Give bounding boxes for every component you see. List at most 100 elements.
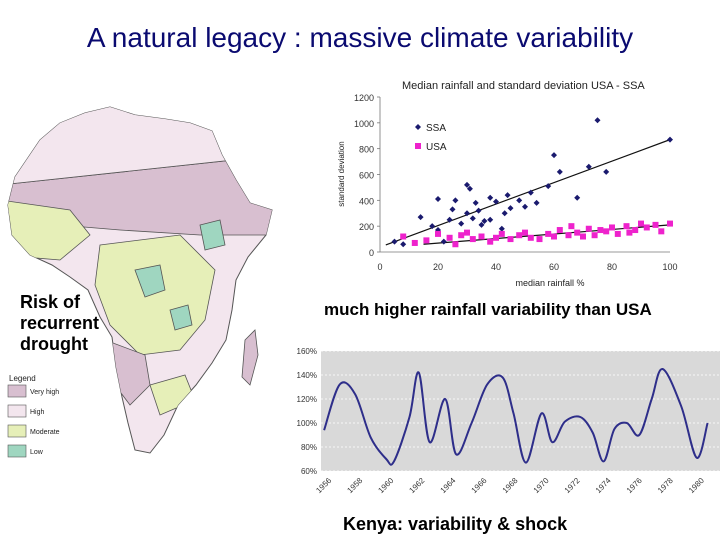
line-chart-caption: Kenya: variability & shock xyxy=(343,514,568,534)
usa-point-7 xyxy=(464,229,470,236)
usa-point-16 xyxy=(527,234,534,241)
scatter-chart-svg: Median rainfall and standard deviation U… xyxy=(337,80,678,288)
usa-point-1 xyxy=(411,239,418,246)
usa-point-17 xyxy=(536,236,543,243)
usa-point-25 xyxy=(585,225,592,232)
usa-point-21 xyxy=(565,232,572,239)
legend-marker-ssa xyxy=(415,124,421,130)
ssa-point-4 xyxy=(435,196,441,203)
ssa-point-2 xyxy=(417,214,424,221)
usa-point-31 xyxy=(623,223,630,230)
usa-point-8 xyxy=(469,236,476,243)
ssa-point-19 xyxy=(487,194,494,201)
usa-point-10 xyxy=(487,238,494,245)
legend-item-moderate: Moderate xyxy=(7,424,60,438)
legend-label-moderate: Moderate xyxy=(30,429,60,436)
africa-map-svg: Legend Very high High Moderate Low xyxy=(7,106,273,458)
usa-point-34 xyxy=(638,220,644,227)
x-tick-label-8: 1972 xyxy=(563,476,582,495)
usa-point-6 xyxy=(458,232,465,239)
scatter-title: Median rainfall and standard deviation U… xyxy=(402,80,645,92)
ssa-point-27 xyxy=(522,203,528,210)
x-tick-label-5: 1966 xyxy=(470,476,489,495)
legend-marker-usa xyxy=(415,143,421,149)
y-tick-label-4: 800 xyxy=(359,145,374,155)
usa-point-9 xyxy=(478,233,485,240)
legend-item-high: High xyxy=(7,404,45,418)
ssa-point-8 xyxy=(449,206,456,213)
usa-point-0 xyxy=(400,233,407,240)
legend-swatch-low xyxy=(7,444,27,458)
legend-label-high: High xyxy=(30,409,45,416)
line-chart-svg: 60% 80% 100% 120% 140% 160% 1956 1958 1960 1962 19… xyxy=(297,347,720,495)
zone-low-1 xyxy=(134,264,166,298)
legend-label-usa: USA xyxy=(426,142,447,153)
legend-swatch-moderate xyxy=(7,424,27,438)
ssa-point-31 xyxy=(551,152,557,159)
ssa-point-13 xyxy=(466,185,473,192)
usa-point-5 xyxy=(452,241,459,248)
legend-swatch-very-high xyxy=(7,384,27,398)
x-axis-label: median rainfall % xyxy=(515,278,584,288)
scatter-chart: Median rainfall and standard deviation U… xyxy=(330,72,710,300)
legend-label-very-high: Very high xyxy=(30,389,59,396)
y-tick-label-4: 140% xyxy=(297,371,317,380)
x-tick-label-12: 1980 xyxy=(687,476,706,495)
ssa-point-22 xyxy=(498,225,505,232)
kenya-line-chart: 60% 80% 100% 120% 140% 160% 1956 1958 1960 1962 19… xyxy=(285,343,720,513)
usa-point-11 xyxy=(493,234,499,241)
ssa-point-37 xyxy=(667,136,673,143)
x-tick-label-6: 1968 xyxy=(501,476,520,495)
legend-swatch-high xyxy=(7,404,27,418)
slide-title: A natural legacy : massive climate varia… xyxy=(86,22,634,53)
usa-point-22 xyxy=(568,223,575,230)
y-tick-label-3: 120% xyxy=(297,395,317,404)
legend-item-very-high: Very high xyxy=(7,384,59,398)
madagascar xyxy=(241,329,259,386)
ssa-point-0 xyxy=(391,238,398,245)
usa-point-4 xyxy=(446,234,453,241)
ssa-point-10 xyxy=(458,220,465,227)
x-tick-label-3: 1962 xyxy=(407,476,426,495)
legend-item-low: Low xyxy=(7,444,44,458)
y-tick-label-1: 200 xyxy=(359,222,374,232)
usa-point-36 xyxy=(652,221,659,228)
usa-point-29 xyxy=(609,224,615,231)
legend-label-low: Low xyxy=(30,449,44,456)
y-tick-label-5: 160% xyxy=(297,347,317,356)
ssa-point-20 xyxy=(487,216,494,223)
x-tick-label-2: 1960 xyxy=(376,476,395,495)
y-tick-label-3: 600 xyxy=(359,171,374,181)
ssa-point-34 xyxy=(585,163,592,170)
risk-of-drought-label: Risk of recurrent drought xyxy=(20,292,100,354)
y-tick-label-6: 1200 xyxy=(354,93,374,103)
scatter-legend: SSA USA xyxy=(415,123,447,153)
ssa-point-6 xyxy=(440,238,447,245)
usa-point-12 xyxy=(498,230,505,237)
ssa-point-1 xyxy=(400,241,407,248)
x-tick-label-11: 1978 xyxy=(656,476,675,495)
usa-point-38 xyxy=(667,220,673,227)
usa-point-30 xyxy=(614,230,621,237)
y-tick-label-2: 400 xyxy=(359,196,374,206)
usa-point-15 xyxy=(522,229,528,236)
ssa-point-36 xyxy=(603,168,610,175)
y-tick-label-2: 100% xyxy=(297,419,317,428)
y-tick-label-1: 80% xyxy=(301,443,317,452)
map-legend: Legend Very high High Moderate Low xyxy=(7,374,60,458)
ssa-point-7 xyxy=(446,216,453,223)
ssa-point-23 xyxy=(501,210,508,217)
x-tick-label-3: 60 xyxy=(549,262,559,272)
ssa-point-24 xyxy=(504,192,511,199)
x-tick-label-10: 1976 xyxy=(625,476,644,495)
ssa-point-12 xyxy=(464,210,470,217)
ssa-point-35 xyxy=(594,117,601,124)
ssa-point-9 xyxy=(452,197,459,204)
x-tick-label-5: 100 xyxy=(662,262,677,272)
y-tick-label-0: 0 xyxy=(369,248,374,258)
x-tick-label-7: 1970 xyxy=(532,476,551,495)
x-tick-label-9: 1974 xyxy=(594,476,613,495)
ssa-point-3 xyxy=(429,223,436,230)
ssa-point-25 xyxy=(507,205,514,212)
usa-point-3 xyxy=(435,230,441,237)
